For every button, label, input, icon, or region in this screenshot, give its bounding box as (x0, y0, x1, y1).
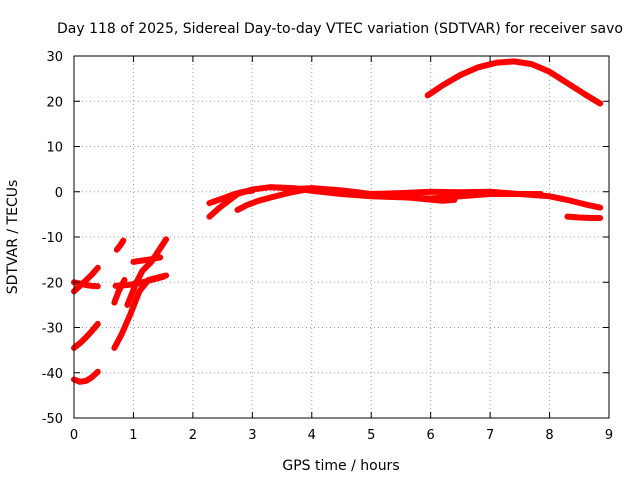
series-line-arc-9 (124, 236, 170, 308)
y-tick-label: -50 (42, 412, 63, 427)
series-line-arc-4 (71, 279, 101, 290)
x-tick-label: 9 (605, 428, 613, 443)
y-tick-label: 0 (55, 186, 63, 201)
y-tick-label: -20 (42, 276, 63, 291)
grid (74, 56, 609, 418)
x-axis-label: GPS time / hours (282, 458, 399, 474)
x-tick-label: 3 (248, 428, 256, 443)
y-tick-label: -10 (42, 231, 63, 246)
series-line-arc-2 (71, 320, 101, 351)
series-line-arc-1 (71, 368, 101, 385)
y-axis-label: SDTVAR / TECUs (5, 180, 21, 295)
x-tick-label: 8 (545, 428, 553, 443)
series-line-arc-13 (234, 186, 309, 213)
y-tick-label: -40 (42, 367, 63, 382)
series-line-arc-16 (338, 188, 604, 211)
series-line-arc-10 (130, 254, 164, 265)
y-tick-label: -30 (42, 322, 63, 337)
x-tick-label: 7 (486, 428, 494, 443)
axis-ticks: 0 1 2 3 4 5 6 7 8 9 -50 -40 -30 -20 -10 0 10 20 30 (42, 50, 613, 443)
series-group (71, 58, 604, 385)
y-tick-label: 10 (46, 141, 63, 156)
x-tick-label: 0 (70, 428, 78, 443)
series-line-arc-3 (71, 264, 101, 295)
x-tick-label: 6 (427, 428, 435, 443)
series-line-arc-6 (113, 237, 127, 253)
x-tick-label: 1 (129, 428, 137, 443)
series-line-arc-12 (206, 187, 256, 207)
series-line-arc-8 (112, 273, 167, 289)
x-tick-label: 4 (308, 428, 316, 443)
y-tick-label: 20 (46, 95, 63, 110)
x-tick-label: 2 (189, 428, 197, 443)
chart-title: Day 118 of 2025, Sidereal Day-to-day VTE… (57, 21, 623, 37)
x-tick-label: 5 (367, 428, 375, 443)
y-tick-label: 30 (46, 50, 63, 65)
series-line-arc-17 (564, 213, 604, 221)
series-line-arc-18 (424, 58, 604, 107)
